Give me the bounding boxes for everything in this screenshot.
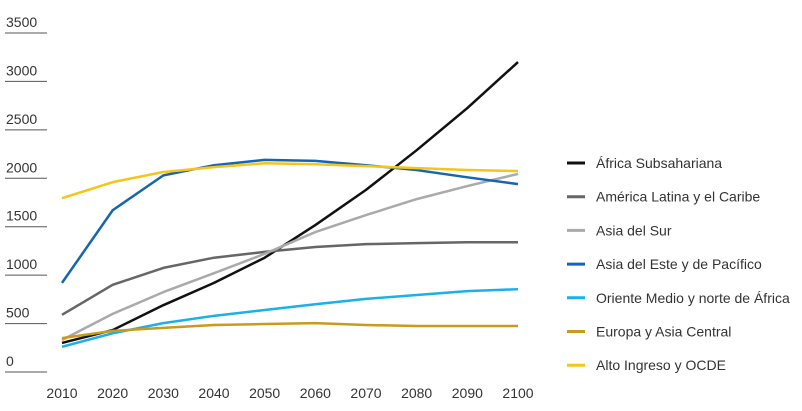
legend-label: América Latina y el Caribe xyxy=(596,189,760,205)
x-tick-label: 2070 xyxy=(350,385,381,401)
legend-label: Oriente Medio y norte de África xyxy=(596,290,790,306)
x-tick-label: 2050 xyxy=(249,385,280,401)
y-tick-label: 500 xyxy=(6,305,30,321)
x-tick-label: 2040 xyxy=(198,385,229,401)
y-tick-label: 3500 xyxy=(6,14,37,30)
series-line xyxy=(61,61,519,345)
legend-label: Asia del Este y de Pacífico xyxy=(596,256,762,272)
y-tick-label: 2000 xyxy=(6,159,37,175)
legend-label: Asia del Sur xyxy=(596,222,672,238)
y-tick-label: 3000 xyxy=(6,62,37,78)
series-line xyxy=(61,287,519,349)
legend-label: Europa y Asia Central xyxy=(596,324,731,340)
series-line xyxy=(61,240,518,316)
y-tick-label: 1000 xyxy=(6,256,37,272)
x-tick-label: 2030 xyxy=(148,385,179,401)
x-tick-label: 2020 xyxy=(97,385,128,401)
x-tick-label: 2090 xyxy=(452,385,483,401)
x-tick-label: 2010 xyxy=(46,385,77,401)
series-line xyxy=(60,158,519,284)
y-tick-label: 1500 xyxy=(6,208,37,224)
series-line xyxy=(61,162,519,200)
y-tick-label: 2500 xyxy=(6,111,37,127)
legend-label: África Subsahariana xyxy=(596,155,722,171)
x-tick-label: 2100 xyxy=(502,385,533,401)
legend-label: Alto Ingreso y OCDE xyxy=(596,357,726,373)
series-line xyxy=(61,321,518,340)
series-line xyxy=(61,172,519,342)
x-tick-label: 2060 xyxy=(300,385,331,401)
y-tick-label: 0 xyxy=(6,353,14,369)
x-tick-label: 2080 xyxy=(401,385,432,401)
